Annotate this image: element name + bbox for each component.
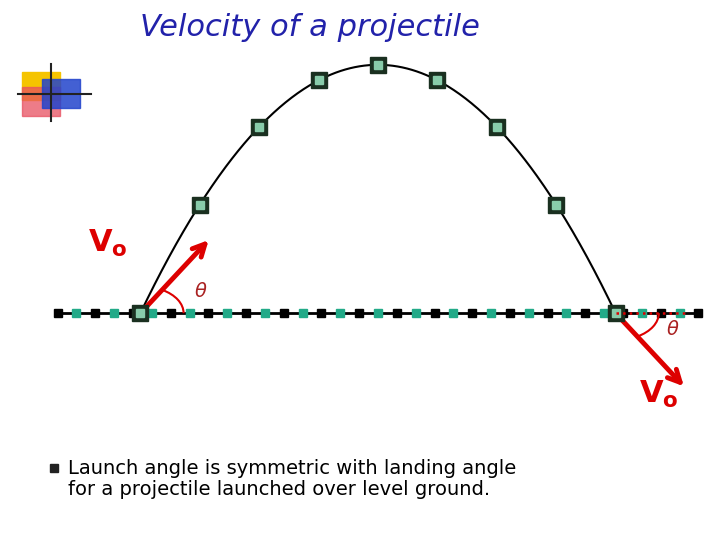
Text: $\mathbf{V_o}$: $\mathbf{V_o}$	[639, 379, 679, 410]
Bar	[22, 72, 60, 100]
Text: $\mathbf{V_o}$: $\mathbf{V_o}$	[88, 227, 128, 259]
Bar	[42, 79, 81, 108]
Bar	[22, 87, 60, 116]
Text: $\theta$: $\theta$	[666, 320, 680, 339]
Text: $\theta$: $\theta$	[194, 282, 208, 301]
Text: Launch angle is symmetric with landing angle: Launch angle is symmetric with landing a…	[68, 458, 517, 478]
Text: Velocity of a projectile: Velocity of a projectile	[140, 14, 480, 43]
Text: for a projectile launched over level ground.: for a projectile launched over level gro…	[68, 480, 490, 500]
